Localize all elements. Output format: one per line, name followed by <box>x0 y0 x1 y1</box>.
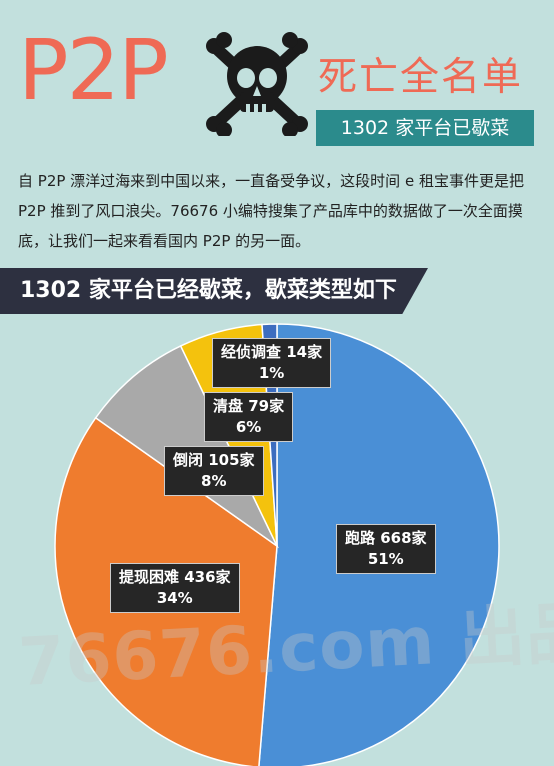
slice-label-text: 跑路 668家 <box>345 529 427 547</box>
slice-label-text: 倒闭 105家 <box>173 451 255 469</box>
slice-label-text: 提现困难 436家 <box>119 568 231 586</box>
death-list-title: 死亡全名单 <box>318 55 524 100</box>
section-banner: 1302 家平台已经歇菜，歇菜类型如下 <box>0 268 428 314</box>
slice-percent-text: 34% <box>156 589 193 607</box>
label-closed: 倒闭 105家 8% <box>164 446 264 496</box>
skull-crossbones-icon <box>206 32 308 136</box>
label-liquidation: 清盘 79家 6% <box>204 392 294 442</box>
slice-percent-text: 8% <box>201 472 227 490</box>
platform-count-badge: 1302 家平台已歇菜 <box>316 110 534 146</box>
slice-label-text: 经侦调查 14家 <box>221 343 323 361</box>
label-investigation: 经侦调查 14家 1% <box>212 338 332 388</box>
slice-percent-text: 51% <box>367 550 404 568</box>
slice-percent-text: 1% <box>258 364 285 382</box>
slice-label-text: 清盘 79家 <box>213 397 285 415</box>
slice-percent-text: 6% <box>235 418 262 436</box>
intro-paragraph: 自 P2P 漂洋过海来到中国以来，一直备受争议，这段时间 e 租宝事件更是把 P… <box>18 172 524 250</box>
label-runaway: 跑路 668家 51% <box>336 524 436 574</box>
p2p-heading: P2P <box>18 21 169 119</box>
label-withdrawal-difficulty: 提现困难 436家 34% <box>110 563 240 613</box>
